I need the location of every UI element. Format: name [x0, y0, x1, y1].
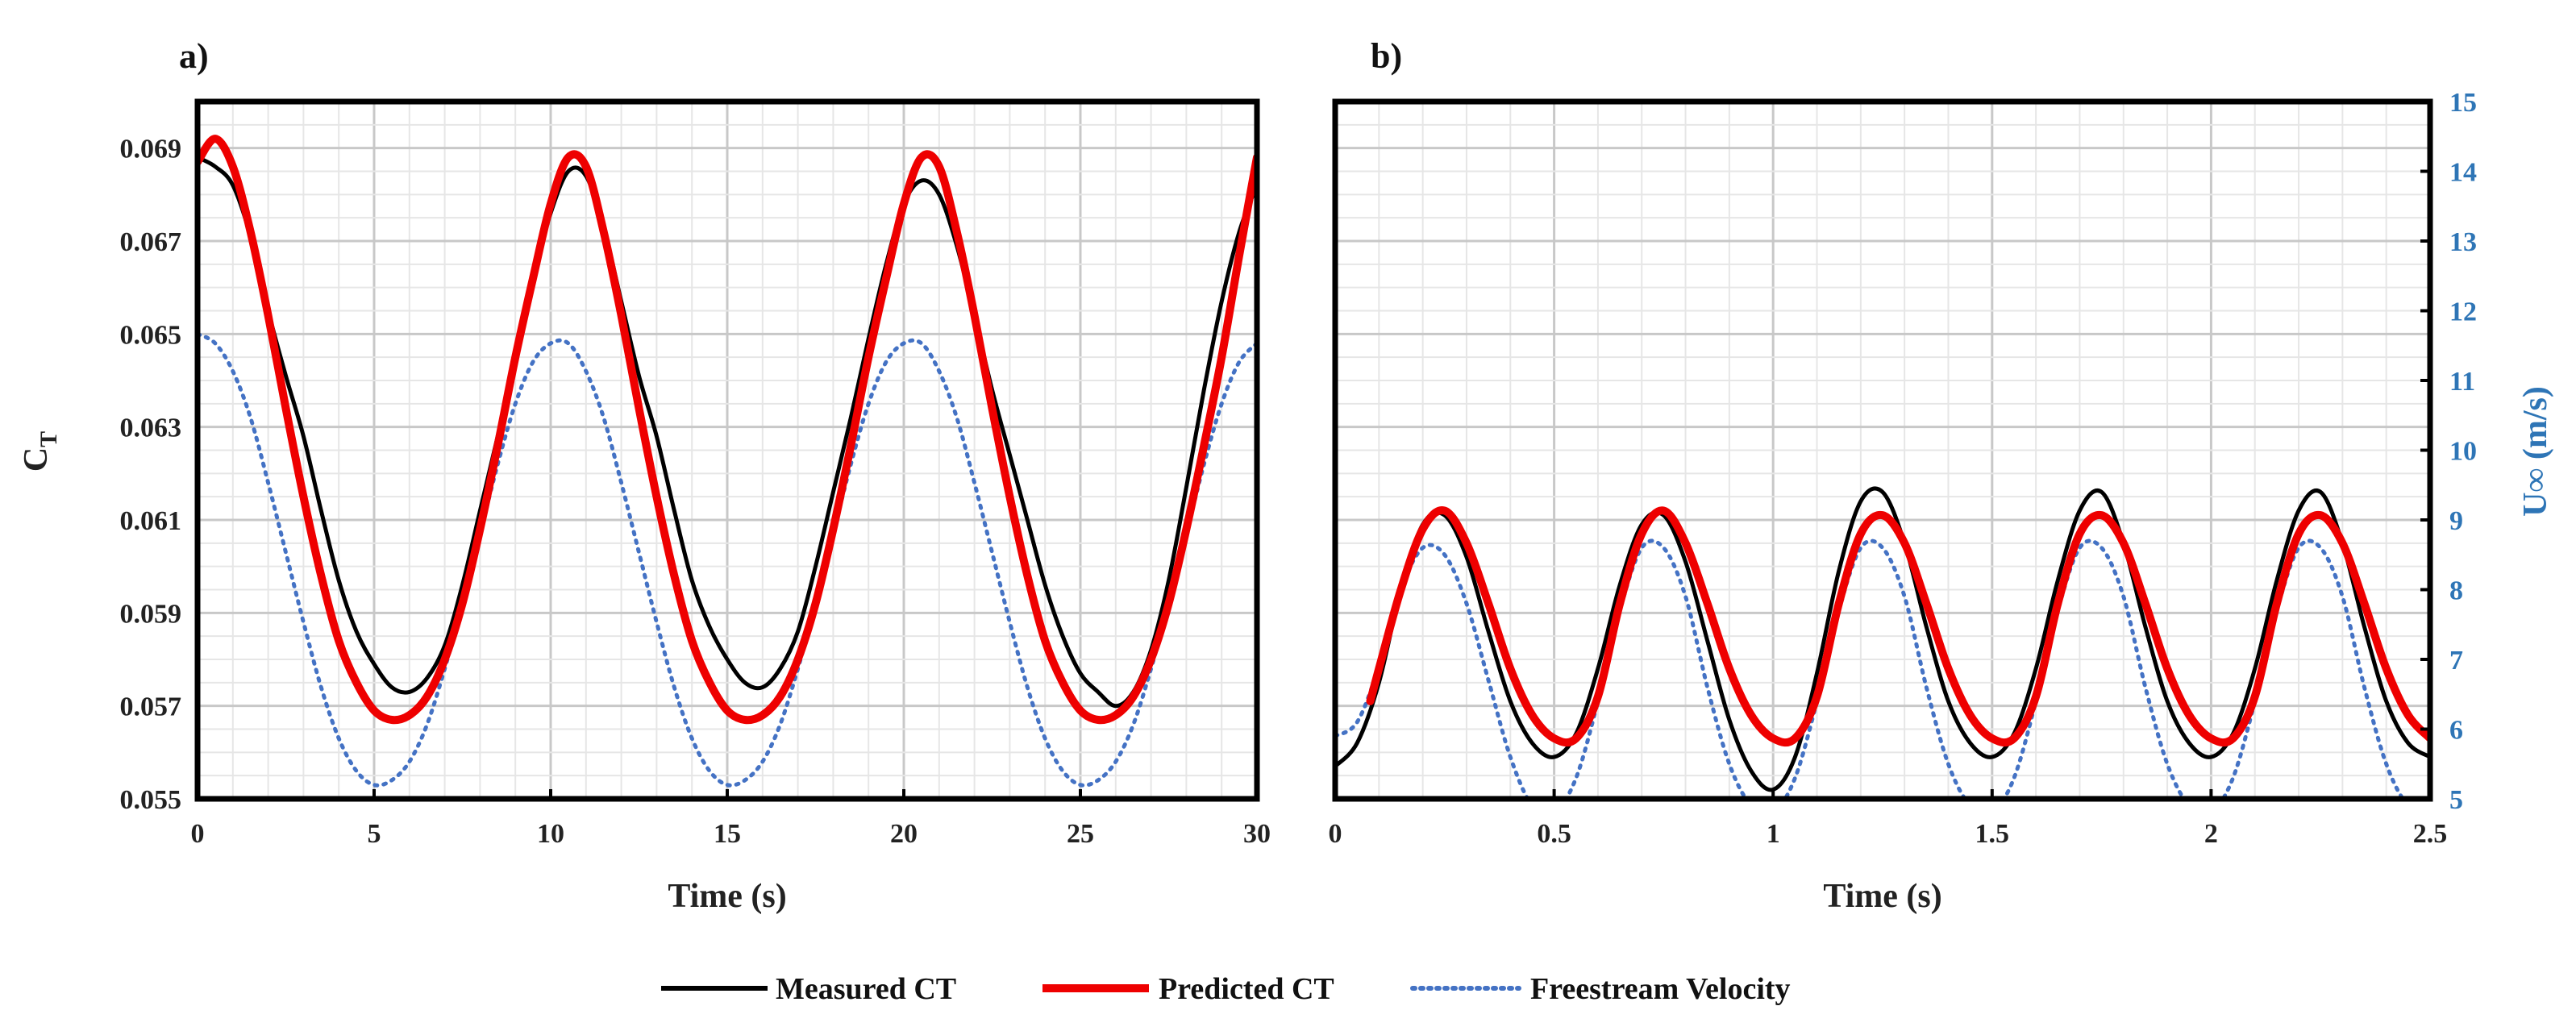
x-tick-label: 2 — [2204, 819, 2218, 849]
panel-b-right-y-axis-title-group: U∞ (m/s) — [2517, 386, 2554, 517]
y-tick-label: 0.069 — [120, 135, 182, 164]
x-tick-label: 1 — [1767, 819, 1780, 849]
panel-b-grid — [1334, 101, 2432, 800]
panel-a-x-ticks: 0 5 10 15 20 25 30 — [191, 789, 1271, 849]
y-tick-label: 0.065 — [120, 320, 182, 350]
y-tick-label: 0.055 — [120, 785, 182, 815]
legend-label-measured: Measured CT — [776, 972, 956, 1006]
x-tick-label: 10 — [537, 819, 564, 849]
panel-a-y-axis-title-sub: T — [35, 431, 62, 447]
x-tick-label: 0.5 — [1537, 819, 1571, 849]
panel-a-series — [198, 135, 1257, 788]
right-y-tick-label: 10 — [2449, 437, 2477, 467]
panel-b-x-axis-title: Time (s) — [1823, 878, 1941, 915]
legend-label-predicted: Predicted CT — [1159, 972, 1334, 1006]
panel-b-right-y-axis-title: U∞ (m/s) — [2517, 386, 2554, 517]
x-tick-label: 25 — [1067, 819, 1094, 849]
right-y-tick-label: 9 — [2449, 506, 2463, 536]
x-tick-label: 0 — [1329, 819, 1342, 849]
right-y-tick-label: 14 — [2449, 158, 2477, 188]
y-tick-label: 0.057 — [120, 692, 182, 722]
y-tick-label: 0.063 — [120, 414, 182, 443]
x-tick-label: 2.5 — [2413, 819, 2448, 849]
series-line-predicted — [198, 135, 1257, 725]
y-tick-label: 0.059 — [120, 599, 182, 629]
panel-b-right-y-ticks: 5 6 7 8 9 10 11 12 13 14 15 — [2420, 88, 2477, 815]
x-tick-label: 30 — [1243, 819, 1271, 849]
svg-text:CT: CT — [18, 431, 62, 472]
panel-a-grid — [196, 101, 1259, 800]
chart-panel-b: b) 0 0.5 1 1.5 2 2.5 5 6 7 8 9 10 11 12 13 14 15 Time (… — [1329, 36, 2555, 915]
x-tick-label: 1.5 — [1975, 819, 2010, 849]
panel-b-x-ticks: 0 0.5 1 1.5 2 2.5 — [1329, 789, 2448, 849]
chart-panel-a: a) 0 5 10 15 20 25 30 0.055 0.057 0.059 0.061 0.06… — [18, 36, 1271, 915]
right-y-tick-label: 5 — [2449, 785, 2463, 815]
right-y-tick-label: 8 — [2449, 576, 2463, 606]
x-tick-label: 5 — [368, 819, 381, 849]
panel-a-x-axis-title: Time (s) — [668, 878, 786, 915]
legend-item-freestream: Freestream Velocity — [1410, 972, 1791, 1006]
right-y-tick-label: 11 — [2449, 367, 2475, 397]
right-y-tick-label: 7 — [2449, 646, 2463, 676]
x-tick-label: 20 — [890, 819, 918, 849]
series-line-measured — [198, 155, 1257, 709]
series-line-measured — [1335, 486, 2430, 792]
legend: Measured CT Predicted CT Freestream Velo… — [661, 972, 1791, 1006]
series-line-freestream — [1335, 538, 2406, 799]
y-tick-label: 0.061 — [120, 506, 182, 536]
panel-a-label: a) — [179, 36, 209, 76]
right-y-tick-label: 6 — [2449, 716, 2463, 746]
right-y-tick-label: 13 — [2449, 227, 2477, 257]
right-y-tick-label: 12 — [2449, 297, 2477, 327]
legend-item-measured: Measured CT — [661, 972, 956, 1006]
x-tick-label: 15 — [714, 819, 741, 849]
legend-item-predicted: Predicted CT — [1042, 972, 1334, 1006]
panel-a-y-ticks: 0.055 0.057 0.059 0.061 0.063 0.065 0.067 0.069 — [120, 135, 182, 815]
series-line-predicted — [1366, 506, 2430, 747]
series-line-freestream — [198, 331, 1257, 788]
legend-label-freestream: Freestream Velocity — [1530, 972, 1791, 1006]
panel-a-y-axis-title-main: C — [18, 447, 55, 472]
panel-a-y-axis-title: CT — [18, 431, 62, 472]
right-y-tick-label: 15 — [2449, 88, 2477, 118]
y-tick-label: 0.067 — [120, 227, 182, 257]
panel-b-series — [1335, 486, 2430, 799]
panel-b-label: b) — [1371, 36, 1402, 76]
x-tick-label: 0 — [191, 819, 205, 849]
